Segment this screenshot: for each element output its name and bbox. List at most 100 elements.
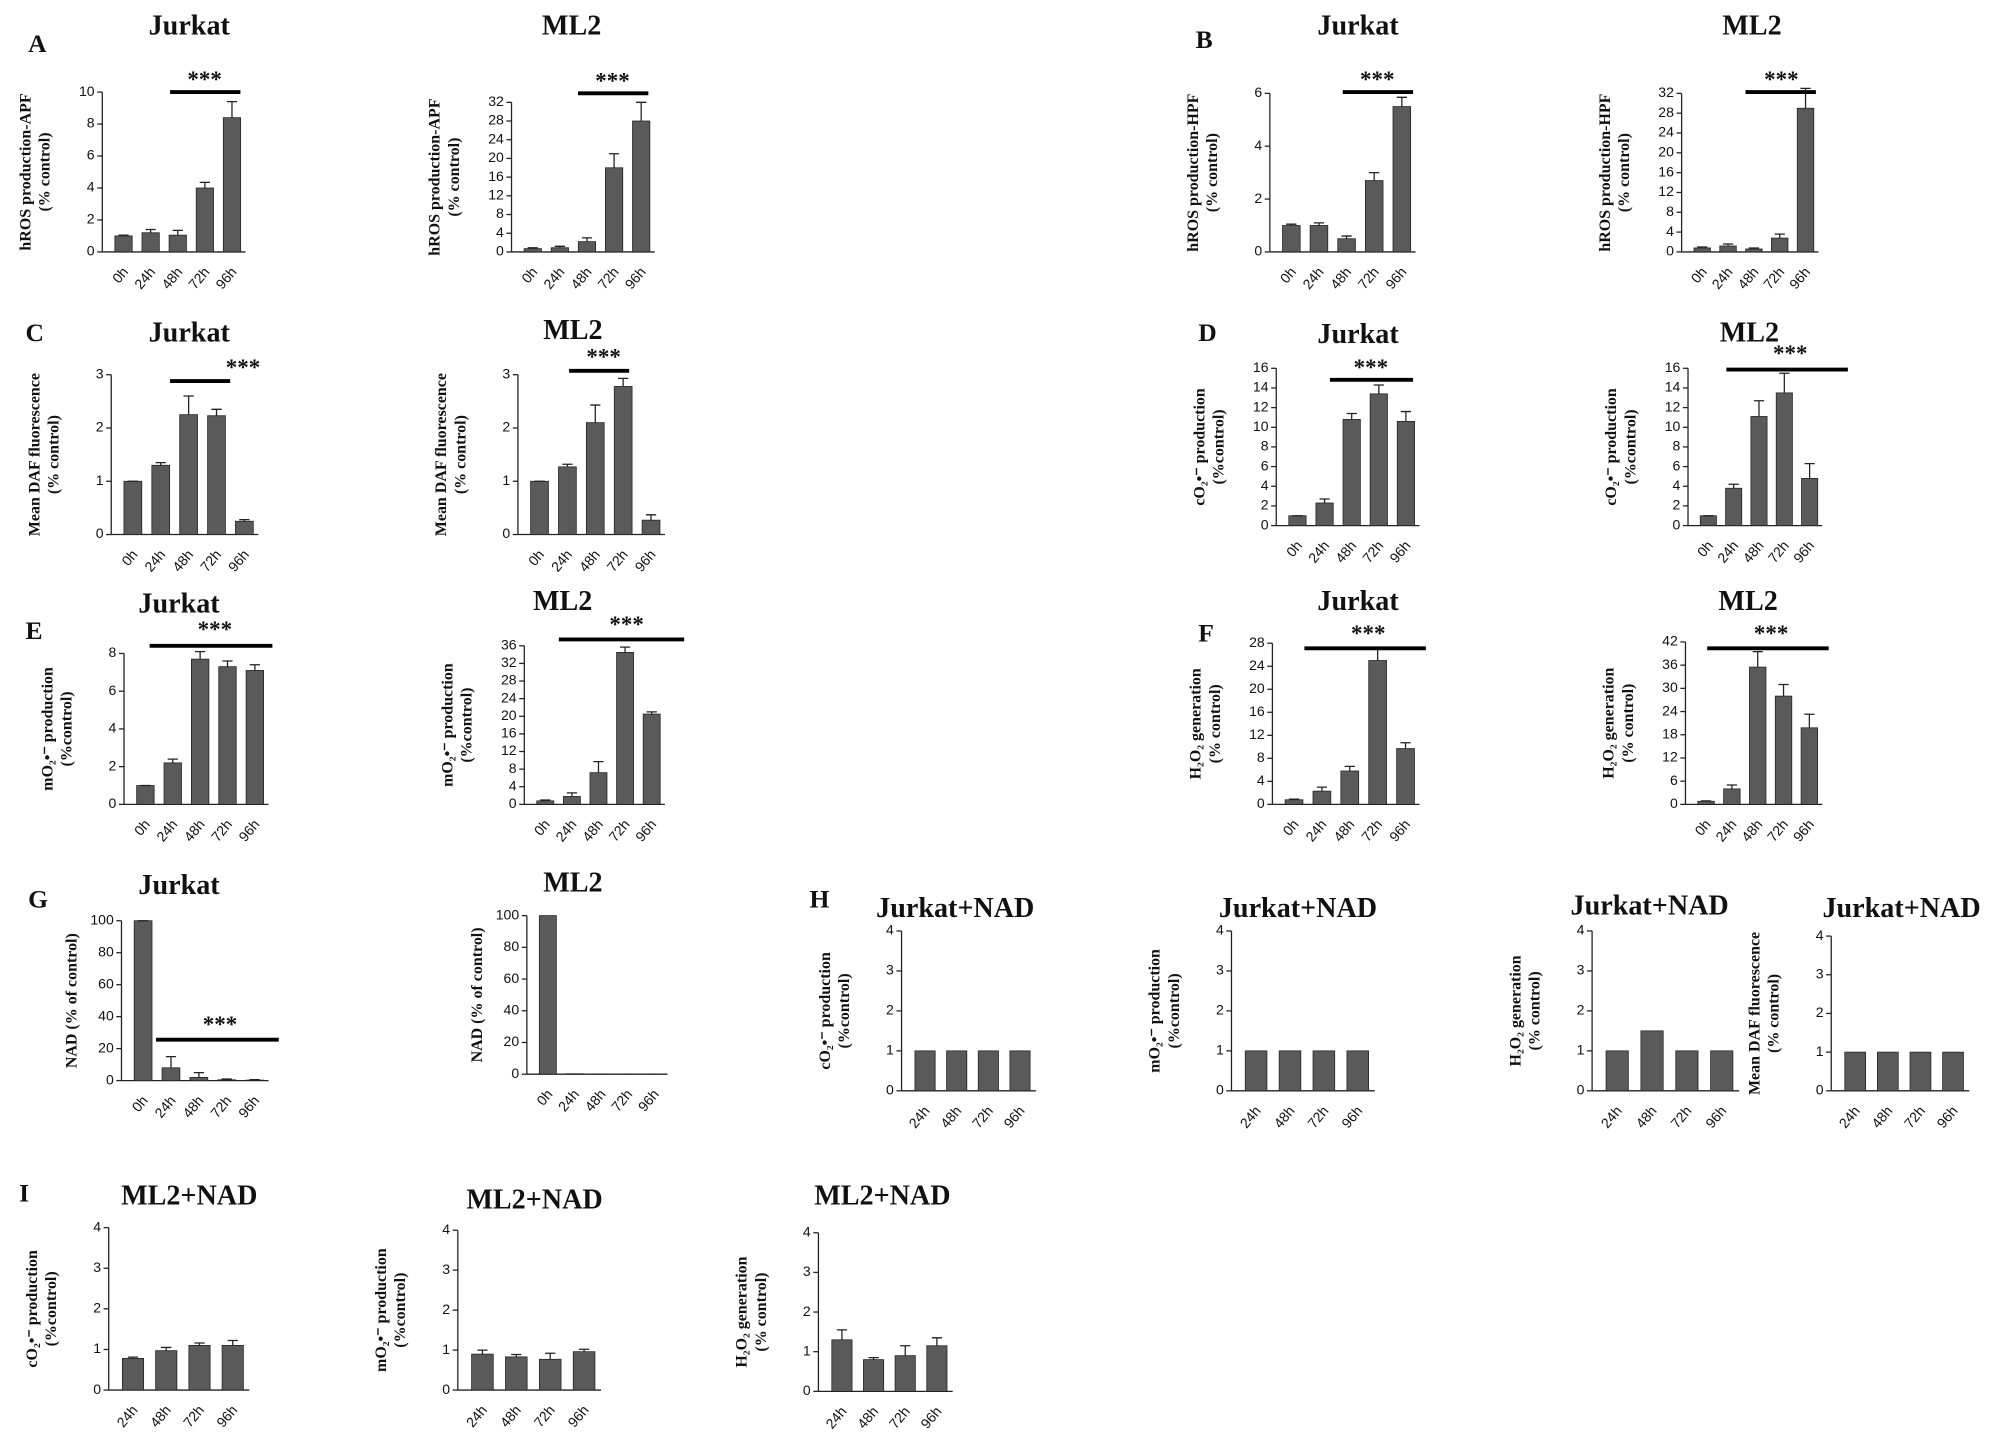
y-tick-label: 0 <box>1673 516 1681 532</box>
y-tick-label: 100 <box>496 906 520 922</box>
x-tick-label: 96h <box>564 1402 591 1430</box>
bar <box>1745 248 1763 253</box>
error-bar <box>1346 412 1357 420</box>
bar <box>1392 106 1412 253</box>
y-tick-label: 20 <box>98 1039 114 1055</box>
y-tick-label: 100 <box>90 911 114 927</box>
y-tick-label: 0 <box>502 525 510 541</box>
y-tick-label: 1 <box>442 1341 450 1357</box>
error-bar <box>527 247 538 249</box>
error-bar <box>590 404 601 423</box>
bar <box>946 1050 968 1092</box>
bar <box>1312 1050 1336 1092</box>
chart-title: Jurkat+NAD <box>1571 890 1729 921</box>
significance-label: *** <box>198 616 233 642</box>
significance-label: *** <box>609 611 644 637</box>
y-tick-label: 0 <box>1257 795 1265 811</box>
bar <box>1725 487 1743 526</box>
y-tick-label: 2 <box>93 1300 101 1316</box>
y-tick-label: 2 <box>1673 497 1681 513</box>
y-axis-label: H₂O₂ generation <box>1601 667 1618 778</box>
chart-title: ML2 <box>1718 586 1777 617</box>
error-bar <box>1748 247 1759 249</box>
bar <box>1640 1030 1664 1092</box>
y-axis-label: (% control) <box>1616 133 1633 212</box>
error-bar <box>545 1352 556 1360</box>
significance-label: *** <box>226 354 261 380</box>
y-axis-label: mO₂•⁻ production <box>373 1248 390 1372</box>
y-tick-label: 14 <box>1253 379 1269 395</box>
y-tick-label: 0 <box>96 525 104 541</box>
x-tick-label: 72h <box>197 546 224 574</box>
bar <box>163 762 182 805</box>
y-tick-label: 8 <box>1257 749 1265 765</box>
chart-title: ML2 <box>543 315 602 346</box>
y-tick-label: 12 <box>501 742 517 758</box>
bar <box>1877 1051 1899 1092</box>
y-tick-label: 8 <box>509 760 517 776</box>
y-tick-label: 1 <box>1816 1043 1824 1059</box>
x-tick-label: 0h <box>131 816 153 838</box>
y-tick-label: 32 <box>488 93 504 109</box>
x-tick-label: 72h <box>1764 816 1791 844</box>
error-bar <box>566 792 577 797</box>
x-tick-label: 48h <box>158 264 185 292</box>
y-tick-label: 16 <box>1249 703 1265 719</box>
x-tick-label: 24h <box>1299 264 1326 292</box>
bar <box>863 1359 885 1392</box>
x-tick-label: 48h <box>1632 1103 1659 1131</box>
y-tick-label: 2 <box>1216 1002 1224 1018</box>
y-axis-label: mO₂•⁻ production <box>440 663 457 787</box>
bar <box>1774 695 1793 805</box>
bar <box>121 1358 145 1391</box>
bar <box>1699 515 1717 526</box>
x-tick-label: 72h <box>604 546 631 574</box>
chart-title: Jurkat <box>1317 319 1399 350</box>
bar <box>1909 1051 1932 1092</box>
error-bar <box>183 395 194 415</box>
bar <box>1368 660 1387 805</box>
y-axis-label: cO₂•⁻ production <box>24 1250 41 1368</box>
y-tick-label: 40 <box>504 1001 520 1017</box>
bar <box>141 232 160 253</box>
y-tick-label: 0 <box>1254 243 1262 259</box>
y-axis-label: hROS production-APF <box>18 93 35 250</box>
x-tick-label: 72h <box>1667 1103 1694 1131</box>
y-tick-label: 16 <box>1253 359 1269 375</box>
x-tick-label: 96h <box>1000 1103 1027 1131</box>
bar <box>585 422 605 535</box>
bar <box>1697 800 1715 805</box>
error-bar <box>167 758 178 763</box>
y-tick-label: 80 <box>98 943 114 959</box>
x-tick-label: 96h <box>1386 816 1413 844</box>
bar <box>1723 788 1741 805</box>
y-axis-label: mO₂•⁻ production <box>1147 949 1164 1073</box>
x-tick-label: 24h <box>905 1103 932 1131</box>
error-bar <box>249 664 260 671</box>
y-tick-label: 6 <box>1261 457 1269 473</box>
x-tick-label: 96h <box>225 546 252 574</box>
bar <box>613 386 633 535</box>
error-bar <box>155 461 166 466</box>
x-tick-label: 0h <box>1279 816 1301 838</box>
y-tick-label: 4 <box>496 224 504 240</box>
chart-title: ML2 <box>1722 11 1781 42</box>
bar <box>1719 245 1737 253</box>
x-tick-label: 0h <box>1691 816 1713 838</box>
x-tick-label: 72h <box>185 264 212 292</box>
bar <box>1749 666 1767 805</box>
y-axis-label: (% control) <box>46 415 63 494</box>
y-tick-label: 24 <box>488 130 504 146</box>
error-bar <box>554 245 565 248</box>
panel-label: F <box>1198 618 1214 647</box>
x-tick-label: 24h <box>141 546 168 574</box>
x-tick-label: 48h <box>1332 538 1359 566</box>
x-tick-label: 48h <box>1738 816 1765 844</box>
y-tick-label: 4 <box>1673 477 1681 493</box>
y-axis-label: hROS production-HPF <box>1597 94 1614 252</box>
y-tick-label: 3 <box>1816 965 1824 981</box>
y-tick-label: 32 <box>501 654 517 670</box>
error-bar <box>165 1055 177 1068</box>
y-tick-label: 8 <box>496 205 504 221</box>
y-tick-label: 36 <box>501 637 517 653</box>
